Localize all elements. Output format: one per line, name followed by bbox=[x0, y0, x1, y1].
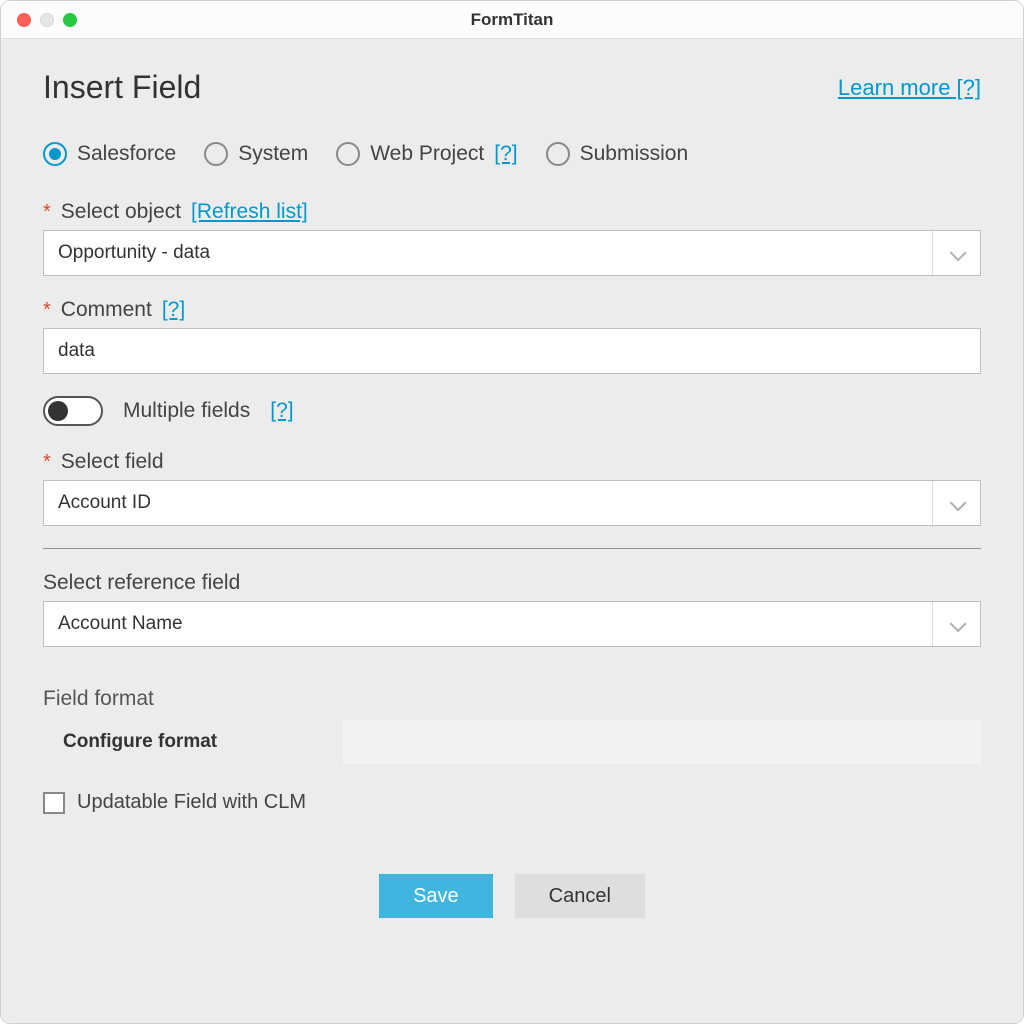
radio-label: Web Project bbox=[370, 142, 484, 166]
radio-submission[interactable]: Submission bbox=[546, 142, 689, 166]
titlebar: FormTitan bbox=[1, 1, 1023, 39]
radio-label: Submission bbox=[580, 142, 689, 166]
save-button[interactable]: Save bbox=[379, 874, 493, 918]
help-icon[interactable]: [?] bbox=[270, 399, 293, 423]
radio-salesforce[interactable]: Salesforce bbox=[43, 142, 176, 166]
page-title: Insert Field bbox=[43, 69, 201, 106]
field-format-section: Field format Configure format bbox=[43, 687, 981, 765]
chevron-down-icon bbox=[932, 602, 980, 646]
field-label: Select reference field bbox=[43, 571, 240, 595]
select-object-dropdown[interactable]: Opportunity - data bbox=[43, 230, 981, 276]
configure-format-button[interactable]: Configure format bbox=[43, 719, 343, 765]
select-value: Opportunity - data bbox=[58, 242, 210, 264]
multiple-fields-toggle[interactable] bbox=[43, 396, 103, 426]
select-field-group: * Select field Account ID bbox=[43, 450, 981, 526]
select-object-group: * Select object [Refresh list] Opportuni… bbox=[43, 200, 981, 276]
checkbox-label: Updatable Field with CLM bbox=[77, 791, 306, 814]
required-star: * bbox=[43, 201, 51, 224]
toggle-knob bbox=[48, 401, 68, 421]
window-title: FormTitan bbox=[1, 10, 1023, 30]
select-value: Account Name bbox=[58, 613, 183, 635]
dialog-button-row: Save Cancel bbox=[43, 874, 981, 918]
divider bbox=[43, 548, 981, 549]
help-icon[interactable]: [?] bbox=[494, 142, 517, 166]
select-reference-field-dropdown[interactable]: Account Name bbox=[43, 601, 981, 647]
source-radio-group: Salesforce System Web Project [?] Submis… bbox=[43, 142, 981, 166]
help-icon[interactable]: [?] bbox=[162, 298, 185, 322]
select-value: Account ID bbox=[58, 492, 151, 514]
toggle-label: Multiple fields bbox=[123, 399, 250, 423]
chevron-down-icon bbox=[932, 481, 980, 525]
radio-label: Salesforce bbox=[77, 142, 176, 166]
required-star: * bbox=[43, 451, 51, 474]
learn-more-link[interactable]: Learn more [?] bbox=[838, 75, 981, 101]
required-star: * bbox=[43, 299, 51, 322]
radio-label: System bbox=[238, 142, 308, 166]
chevron-down-icon bbox=[932, 231, 980, 275]
traffic-lights bbox=[1, 13, 77, 27]
radio-icon bbox=[204, 142, 228, 166]
select-field-dropdown[interactable]: Account ID bbox=[43, 480, 981, 526]
app-window: FormTitan Insert Field Learn more [?] Sa… bbox=[0, 0, 1024, 1024]
comment-input[interactable] bbox=[43, 328, 981, 374]
field-label: Comment bbox=[61, 298, 152, 322]
minimize-icon[interactable] bbox=[40, 13, 54, 27]
format-preview bbox=[343, 720, 981, 764]
field-label: Select object bbox=[61, 200, 181, 224]
radio-icon bbox=[336, 142, 360, 166]
select-reference-field-group: Select reference field Account Name bbox=[43, 571, 981, 647]
updatable-field-row: Updatable Field with CLM bbox=[43, 791, 981, 814]
updatable-field-checkbox[interactable] bbox=[43, 792, 65, 814]
radio-web-project[interactable]: Web Project [?] bbox=[336, 142, 517, 166]
radio-icon bbox=[546, 142, 570, 166]
header-row: Insert Field Learn more [?] bbox=[43, 69, 981, 106]
close-icon[interactable] bbox=[17, 13, 31, 27]
dialog-content: Insert Field Learn more [?] Salesforce S… bbox=[1, 39, 1023, 1023]
field-label: Select field bbox=[61, 450, 164, 474]
maximize-icon[interactable] bbox=[63, 13, 77, 27]
radio-system[interactable]: System bbox=[204, 142, 308, 166]
refresh-list-link[interactable]: [Refresh list] bbox=[191, 200, 308, 224]
field-format-row: Configure format bbox=[43, 719, 981, 765]
cancel-button[interactable]: Cancel bbox=[515, 874, 645, 918]
field-format-label: Field format bbox=[43, 687, 981, 711]
comment-group: * Comment [?] bbox=[43, 298, 981, 374]
multiple-fields-row: Multiple fields [?] bbox=[43, 396, 981, 426]
radio-icon bbox=[43, 142, 67, 166]
